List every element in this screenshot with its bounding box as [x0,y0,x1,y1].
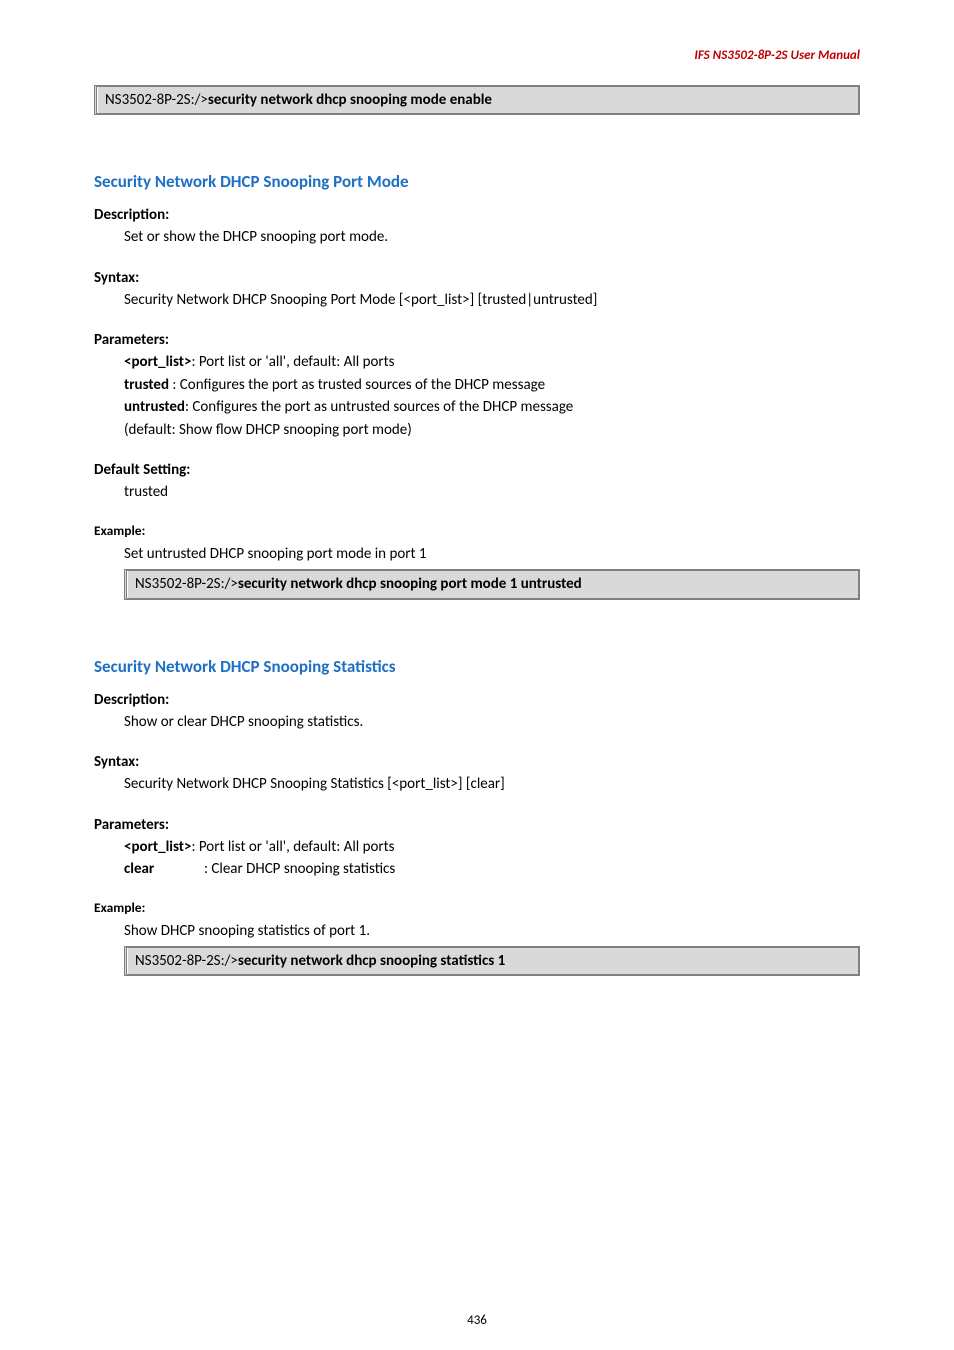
default-setting-label: Default Setting: [94,461,860,479]
param-trusted: trusted : Configures the port as trusted… [124,374,860,397]
code-box-section1: NS3502-8P-2S:/>security network dhcp sno… [124,569,860,599]
param-kw: trusted [124,376,172,394]
code-box-section2: NS3502-8P-2S:/>security network dhcp sno… [124,946,860,976]
example-label: Example: [94,522,860,539]
prompt: NS3502-8P-2S:/> [135,575,238,593]
description-label: Description: [94,206,860,224]
prompt: NS3502-8P-2S:/> [105,91,208,109]
command: security network dhcp snooping port mode… [238,575,582,593]
syntax-text: Security Network DHCP Snooping Statistic… [124,773,860,796]
page-number: 436 [0,1313,954,1328]
prompt: NS3502-8P-2S:/> [135,952,238,970]
code-box-top: NS3502-8P-2S:/>security network dhcp sno… [94,85,860,115]
param-port: <port_list>: Port list or 'all', default… [124,351,860,374]
param-rest: : Configures the port as untrusted sourc… [185,398,573,416]
param-default: (default: Show flow DHCP snooping port m… [124,419,860,442]
example-label: Example: [94,899,860,916]
syntax-label: Syntax: [94,269,860,287]
example-text: Set untrusted DHCP snooping port mode in… [124,543,860,566]
syntax-label: Syntax: [94,753,860,771]
param-rest: : Port list or 'all', default: All ports [191,838,394,856]
param-rest: : Port list or 'all', default: All ports [191,353,394,371]
param-kw: <port_list> [124,353,191,371]
param-kw: <port_list> [124,838,191,856]
section-title-port-mode: Security Network DHCP Snooping Port Mode [94,171,860,192]
description-text: Show or clear DHCP snooping statistics. [124,711,860,734]
example-text: Show DHCP snooping statistics of port 1. [124,920,860,943]
command: security network dhcp snooping mode enab… [208,91,492,109]
param-port: <port_list>: Port list or 'all', default… [124,836,860,859]
command: security network dhcp snooping statistic… [238,952,505,970]
param-rest: : Clear DHCP snooping statistics [204,860,395,878]
param-clear: clear: Clear DHCP snooping statistics [124,858,860,881]
default-value: trusted [124,481,860,504]
param-untrusted: untrusted: Configures the port as untrus… [124,396,860,419]
param-kw: untrusted [124,398,185,416]
param-rest: : Configures the port as trusted sources… [172,376,545,394]
description-text: Set or show the DHCP snooping port mode. [124,226,860,249]
section-title-statistics: Security Network DHCP Snooping Statistic… [94,656,860,677]
parameters-label: Parameters: [94,331,860,349]
doc-header: IFS NS3502-8P-2S User Manual [94,48,860,63]
description-label: Description: [94,691,860,709]
parameters-label: Parameters: [94,816,860,834]
param-kw: clear [124,858,204,881]
syntax-text: Security Network DHCP Snooping Port Mode… [124,289,860,312]
